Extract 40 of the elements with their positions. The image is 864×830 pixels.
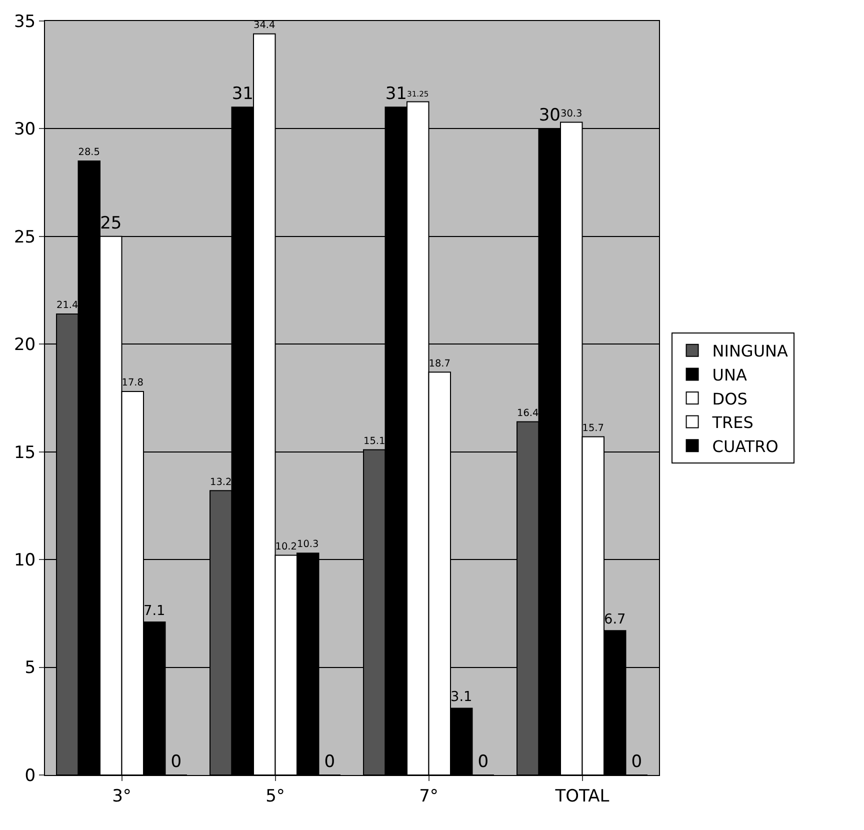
data-label: 16.4	[517, 408, 539, 419]
data-label: 31	[232, 84, 254, 104]
data-label: 30	[538, 106, 560, 126]
x-tick-label: 3°	[112, 786, 132, 806]
data-label: 18.7	[428, 358, 450, 370]
data-label: 0	[478, 752, 489, 772]
data-label: 15.7	[582, 422, 604, 434]
data-label: 15.1	[364, 436, 386, 447]
y-tick-label: 5	[24, 658, 36, 678]
data-label: 10.2	[275, 541, 297, 552]
data-label: 25	[100, 213, 122, 234]
y-tick-label: 35	[14, 12, 36, 32]
data-label: 31	[385, 84, 407, 104]
data-label: 10.3	[297, 539, 319, 550]
x-tick-label: 5°	[266, 786, 285, 806]
data-label: 13.2	[210, 476, 232, 488]
legend-label: NINGUNA	[712, 342, 788, 361]
legend-label: UNA	[712, 365, 747, 384]
legend-label: TRES	[711, 413, 754, 432]
legend-label: CUATRO	[712, 436, 778, 456]
x-tick-label: TOTAL	[554, 786, 610, 806]
data-label: 17.8	[122, 378, 144, 389]
data-label: 34.4	[254, 20, 276, 32]
data-label: 0	[170, 752, 182, 772]
data-label: 6.7	[604, 612, 626, 628]
legend-label: DOS	[712, 389, 748, 408]
y-tick-label: 20	[14, 335, 36, 356]
data-label: 30.3	[560, 108, 582, 120]
data-label: 28.5	[78, 147, 100, 158]
data-label: 3.1	[450, 689, 472, 706]
data-label: 0	[631, 752, 642, 772]
y-tick-label: 15	[14, 442, 36, 463]
data-label: 21.4	[56, 300, 78, 312]
y-tick-label: 0	[24, 766, 36, 786]
y-tick-label: 30	[14, 120, 36, 140]
y-tick-label: 25	[14, 227, 36, 248]
y-tick-label: 10	[14, 550, 36, 571]
data-label: 0	[324, 752, 336, 772]
data-label: 7.1	[144, 603, 166, 620]
x-tick-label: 7°	[419, 786, 438, 806]
